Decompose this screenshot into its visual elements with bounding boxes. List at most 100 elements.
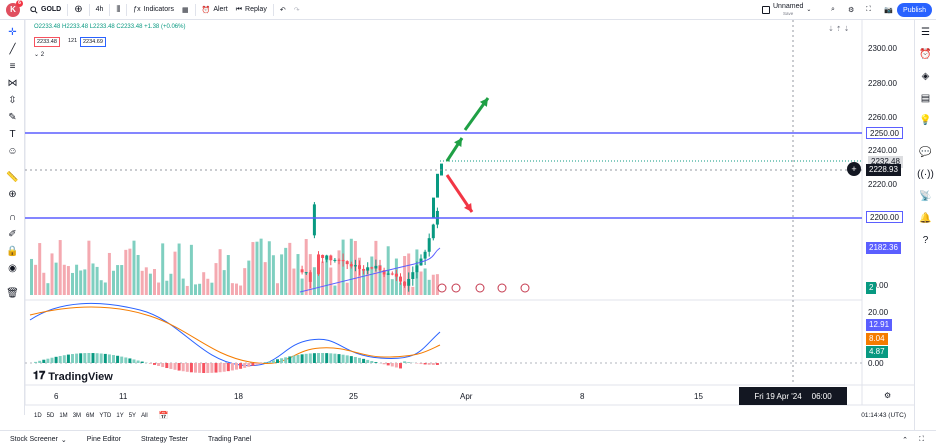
axis-settings-icon[interactable]: ⚙ xyxy=(884,391,892,400)
macd-histogram-bar xyxy=(185,363,189,372)
indicators-button[interactable]: ƒx Indicators xyxy=(129,0,178,20)
tab-pine-editor[interactable]: Pine Editor xyxy=(77,436,131,443)
range-5y[interactable]: 5Y xyxy=(128,412,137,419)
alert-button[interactable]: ⏰ Alert xyxy=(198,0,232,20)
lock-icon[interactable]: 🔒 xyxy=(6,246,19,257)
brush-tool-icon[interactable]: ✎ xyxy=(8,112,17,123)
chart-type-button[interactable]: ⫴ xyxy=(112,0,124,20)
add-symbol-button[interactable]: ⊕ xyxy=(70,0,86,20)
candle-body xyxy=(317,254,320,275)
go-to-date-icon[interactable]: 📅 xyxy=(158,411,169,420)
volume-bars xyxy=(30,238,439,295)
collapse-panel-icon[interactable]: ⌃ xyxy=(902,436,908,444)
volume-bar xyxy=(50,253,54,295)
tab-strategy-tester[interactable]: Strategy Tester xyxy=(131,436,198,443)
search-icon xyxy=(30,5,38,14)
help-icon[interactable]: ? xyxy=(922,235,929,246)
macd-histogram-bar xyxy=(431,363,435,365)
grid-icon: ▦ xyxy=(181,6,189,14)
emoji-tool-icon[interactable]: ☺ xyxy=(7,146,18,157)
candle-body xyxy=(341,259,345,262)
watchlist-icon[interactable]: ☰ xyxy=(921,27,930,38)
legend-collapse-button[interactable]: ⌄ 2 xyxy=(34,51,44,58)
alarm-clock-icon[interactable]: ⏰ xyxy=(919,49,932,60)
ruler-tool-icon[interactable]: 📏 xyxy=(6,172,19,183)
volume-bar xyxy=(271,255,275,295)
volume-bar xyxy=(407,253,411,295)
calendar-icon[interactable]: ▤ xyxy=(920,93,931,104)
snapshot-button[interactable]: 📷 xyxy=(880,0,897,20)
signal-icon[interactable]: ((·)) xyxy=(917,169,934,180)
macd-histogram-bar xyxy=(222,363,226,372)
tv-logo-text: TradingView xyxy=(48,370,113,383)
candle-body xyxy=(415,265,419,273)
fib-tool-icon[interactable]: ≡ xyxy=(9,61,16,72)
magnet-icon[interactable]: ∩ xyxy=(8,212,17,223)
macd-histogram-bar xyxy=(181,363,185,372)
eye-icon[interactable]: ◉ xyxy=(8,263,17,274)
interval-button[interactable]: 4h xyxy=(92,0,108,20)
pattern-tool-icon[interactable]: ⋈ xyxy=(7,78,18,89)
macd-histogram-bar xyxy=(317,353,320,363)
trash-icon[interactable]: 🗑 xyxy=(6,288,19,299)
settings-button[interactable]: ⚙ xyxy=(844,0,858,20)
crosshair-tool-icon[interactable]: ✛ xyxy=(8,27,17,38)
fullscreen-button[interactable]: ⛶ xyxy=(862,0,875,20)
range-1y[interactable]: 1Y xyxy=(116,412,124,419)
volume-tag: 2 xyxy=(866,282,877,294)
range-1d[interactable]: 1D xyxy=(34,412,42,419)
quick-search-button[interactable]: ⌕ xyxy=(827,0,839,20)
replay-button[interactable]: ⏮ Replay xyxy=(232,0,271,20)
macd-histogram-bar xyxy=(206,363,210,373)
macd-histogram-bar xyxy=(284,357,288,363)
signal-line xyxy=(29,306,441,364)
volume-bar xyxy=(423,268,427,295)
maximize-panel-icon[interactable]: ⛶ xyxy=(919,435,924,443)
notifications-icon[interactable]: 🔔 xyxy=(919,213,932,224)
macd-histogram-bar xyxy=(165,363,169,369)
macd-histogram-bar xyxy=(337,354,341,363)
prediction-tool-icon[interactable]: ⇳ xyxy=(8,95,17,106)
ask-price-box[interactable]: 2234.69 xyxy=(80,37,106,47)
chat-icon[interactable]: 💬 xyxy=(919,147,932,158)
ideas-icon[interactable]: 💡 xyxy=(919,115,932,126)
right-sidebar: ☰ ⏰ ◈ ▤ 💡 💬 ((·)) 📡 🔔 ? xyxy=(914,20,936,430)
bid-price-box[interactable]: 2233.48 xyxy=(34,37,60,47)
volume-bar xyxy=(235,283,238,295)
range-all[interactable]: All xyxy=(141,412,148,419)
clock[interactable]: 01:14:43 (UTC) xyxy=(861,412,906,419)
range-ytd[interactable]: YTD xyxy=(99,412,112,419)
macd-histogram-bar xyxy=(280,358,284,363)
tab-trading-panel[interactable]: Trading Panel xyxy=(198,436,261,443)
range-6m[interactable]: 6M xyxy=(86,412,95,419)
chevron-down-icon: ⌄ xyxy=(34,52,40,58)
broadcast-icon[interactable]: 📡 xyxy=(919,191,932,202)
redo-button[interactable]: ↷ xyxy=(290,0,304,20)
replay-icon: ⏮ xyxy=(235,5,243,13)
add-alert-crosshair-icon[interactable]: + xyxy=(847,162,861,176)
candle-body xyxy=(407,278,411,286)
publish-button[interactable]: Publish xyxy=(897,3,932,17)
stay-drawing-icon[interactable]: ✐ xyxy=(8,229,17,240)
range-3m[interactable]: 3M xyxy=(72,412,82,419)
divider xyxy=(109,3,111,16)
range-1m[interactable]: 1M xyxy=(59,412,68,419)
macd-histogram-bar xyxy=(116,355,120,363)
range-5d[interactable]: 5D xyxy=(46,412,55,419)
templates-button[interactable]: ▦ xyxy=(178,0,193,20)
macd-tag: 12.91 xyxy=(866,319,893,331)
trendline-tool-icon[interactable]: ╱ xyxy=(9,44,16,55)
text-tool-icon[interactable]: T xyxy=(9,129,16,140)
macd-histogram-bar xyxy=(62,355,66,363)
tab-stock-screener[interactable]: Stock Screener ⌄ xyxy=(0,436,77,444)
divider xyxy=(88,3,90,16)
volume-bar xyxy=(431,274,435,295)
candle-body xyxy=(435,210,439,225)
layers-icon[interactable]: ◈ xyxy=(921,71,930,82)
symbol-search-button[interactable]: GOLD xyxy=(26,0,65,20)
undo-button[interactable]: ↶ xyxy=(276,0,290,20)
zoom-in-icon[interactable]: ⊕ xyxy=(8,189,17,200)
layout-button[interactable]: Unnamed Save ⌄ xyxy=(758,0,815,20)
